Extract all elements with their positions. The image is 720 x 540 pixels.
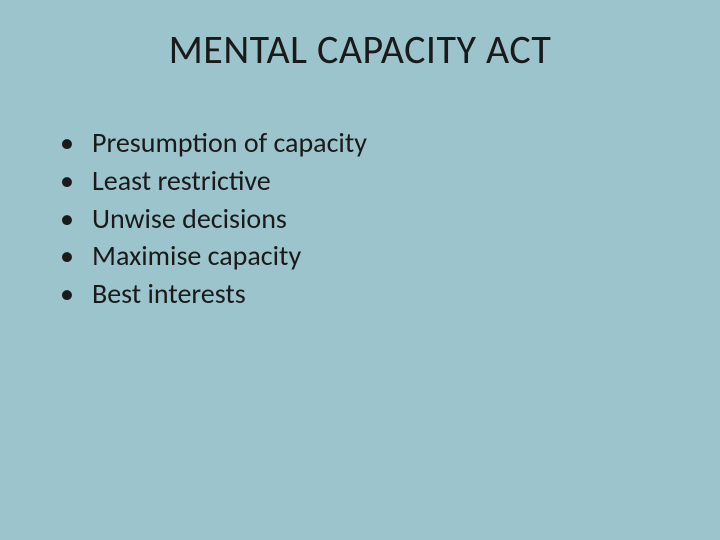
- list-item: Unwise decisions: [60, 200, 670, 238]
- list-item: Presumption of capacity: [60, 124, 670, 162]
- list-item: Maximise capacity: [60, 237, 670, 275]
- slide-title: MENTAL CAPACITY ACT: [50, 25, 670, 74]
- list-item: Best interests: [60, 275, 670, 313]
- bullet-list: Presumption of capacity Least restrictiv…: [50, 124, 670, 313]
- slide-container: MENTAL CAPACITY ACT Presumption of capac…: [0, 0, 720, 540]
- list-item: Least restrictive: [60, 162, 670, 200]
